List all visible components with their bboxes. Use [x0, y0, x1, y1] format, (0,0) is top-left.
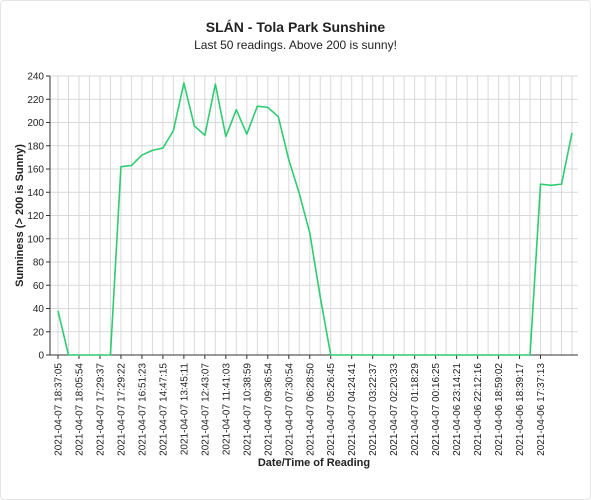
y-tick-label: 140	[27, 188, 44, 199]
y-tick-label: 220	[27, 95, 44, 106]
x-tick-label: 2021-04-06 22:12:16	[473, 363, 484, 456]
y-tick-label: 40	[33, 304, 45, 315]
grid-lines	[50, 75, 578, 356]
y-tick-label: 80	[33, 258, 45, 269]
x-tick-label: 2021-04-07 14:47:15	[158, 363, 169, 456]
y-tick-label: 60	[33, 281, 45, 292]
x-tick-label: 2021-04-07 07:30:54	[284, 363, 295, 456]
x-tick-label: 2021-04-06 23:14:21	[452, 363, 463, 456]
x-axis-label: Date/Time of Reading	[258, 457, 370, 469]
x-tick-label: 2021-04-07 13:45:11	[179, 363, 190, 456]
x-tick-label: 2021-04-07 16:51:23	[137, 363, 148, 456]
series-line	[57, 82, 573, 356]
y-tick-label: 180	[27, 141, 44, 152]
y-tick-label: 20	[33, 327, 45, 338]
y-tick-label: 120	[27, 211, 44, 222]
x-tick-label: 2021-04-07 09:36:54	[263, 363, 274, 456]
x-tick-label: 2021-04-07 17:29:37	[95, 363, 106, 456]
y-axis-ticks: 0 20 40 60 80 100 120 140 160 180 200 220 240	[27, 72, 50, 362]
y-tick-label: 160	[27, 165, 44, 176]
x-tick-label: 2021-04-06 18:39:17	[515, 363, 526, 456]
x-tick-label: 2021-04-07 18:37:05	[54, 363, 65, 456]
x-tick-label: 2021-04-07 03:22:37	[368, 363, 379, 456]
x-tick-label: 2021-04-07 04:24:41	[347, 363, 358, 456]
x-tick-label: 2021-04-06 18:59:02	[494, 363, 505, 456]
y-tick-label: 100	[27, 234, 44, 245]
x-tick-label: 2021-04-07 02:20:33	[389, 363, 400, 456]
y-tick-label: 240	[27, 72, 44, 83]
y-tick-label: 0	[38, 351, 44, 362]
y-axis-label: Sunniness (> 200 is Sunny)	[14, 144, 26, 287]
x-tick-label: 2021-04-07 12:43:07	[200, 363, 211, 456]
x-tick-label: 2021-04-07 10:38:59	[242, 363, 253, 456]
x-tick-label: 2021-04-06 17:37:13	[536, 363, 547, 456]
x-tick-label: 2021-04-07 11:41:03	[221, 363, 232, 456]
x-tick-label: 2021-04-07 17:29:22	[116, 363, 127, 456]
x-tick-label: 2021-04-07 01:18:29	[410, 363, 421, 456]
x-tick-label: 2021-04-07 00:16:25	[431, 363, 442, 456]
x-tick-label: 2021-04-07 06:28:50	[305, 363, 316, 456]
y-tick-label: 200	[27, 118, 44, 129]
x-tick-label: 2021-04-07 18:05:54	[74, 363, 85, 456]
chart-title: SLÁN - Tola Park Sunshine	[205, 19, 386, 35]
x-tick-label: 2021-04-07 05:26:45	[326, 363, 337, 456]
chart-subtitle: Last 50 readings. Above 200 is sunny!	[194, 38, 397, 52]
series-group	[57, 82, 573, 356]
x-axis-ticks: 2021-04-07 18:37:05 2021-04-07 18:05:54 20…	[54, 355, 547, 456]
